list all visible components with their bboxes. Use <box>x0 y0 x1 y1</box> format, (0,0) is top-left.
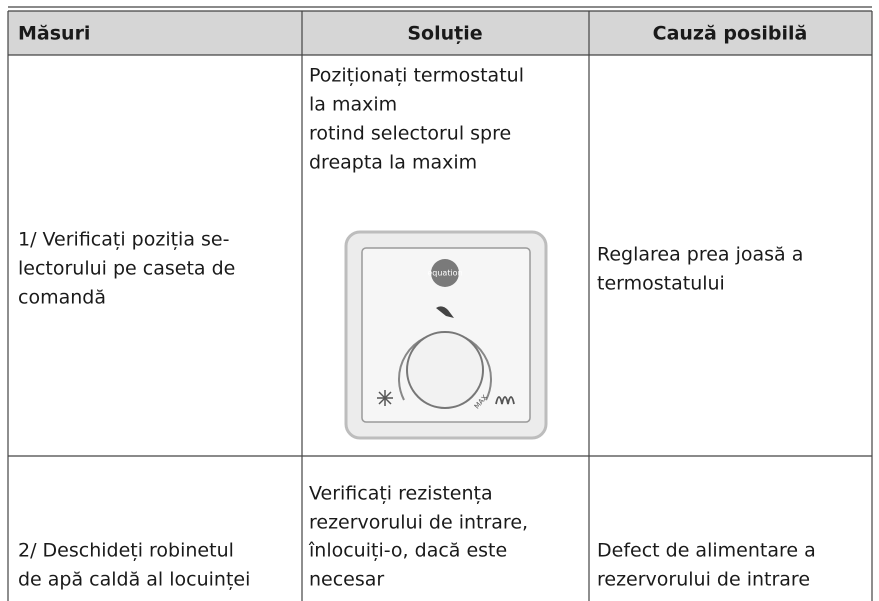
cell-line: Poziționați termostatul <box>309 65 524 87</box>
logo-circle <box>431 259 459 287</box>
cell-line: Verificați rezistența <box>309 483 493 505</box>
cell-line: termostatului <box>597 273 725 295</box>
header-cell: Măsuri <box>18 23 90 45</box>
cell-line: rezervorului de intrare, <box>309 512 528 534</box>
header-background <box>8 11 872 55</box>
logo-text: equation <box>427 269 462 278</box>
cell-line: dreapta la maxim <box>309 152 477 174</box>
cell-line: înlocuiți-o, dacă este <box>308 540 507 562</box>
cell-line: la maxim <box>309 94 397 116</box>
cell-line: rezervorului de intrare <box>597 569 810 591</box>
cell-line: 2/ Deschideți robinetul <box>18 540 234 562</box>
cell-line: necesar <box>309 569 384 591</box>
snowflake-icon <box>377 390 393 406</box>
cell-line: Defect de alimentare a <box>597 540 816 562</box>
cell-line: lectorului pe caseta de <box>18 258 235 280</box>
heater-icon <box>495 396 515 405</box>
dial <box>406 331 484 409</box>
header-cell: Soluție <box>407 23 482 45</box>
cell-line: Reglarea prea joasă a <box>597 244 803 266</box>
thermostat-image: equation MAX <box>344 230 548 440</box>
cell-line: rotind selectorul spre <box>309 123 511 145</box>
header-cell: Cauză posibilă <box>653 23 808 45</box>
cell-line: 1/ Verificați poziția se- <box>18 229 229 251</box>
hand-icon <box>436 306 454 318</box>
cell-line: comandă <box>18 287 106 309</box>
cell-line: de apă caldă al locuinței <box>18 569 250 591</box>
